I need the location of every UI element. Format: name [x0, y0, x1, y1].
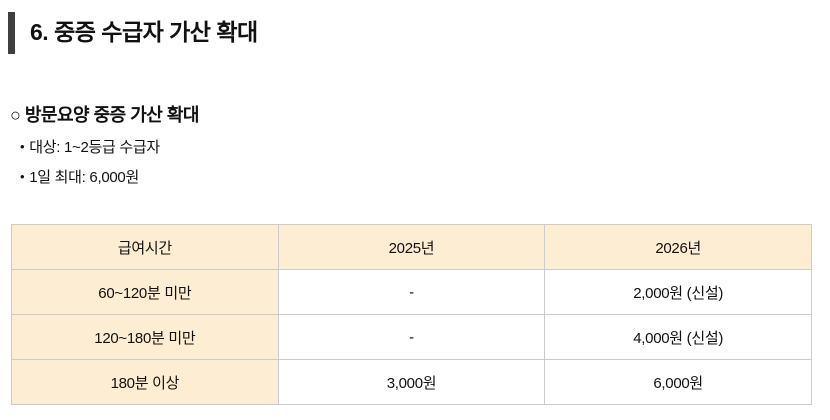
col-header-2026: 2026년: [544, 224, 812, 270]
table-row: 120~180분 미만 - 4,000원 (신설): [11, 314, 812, 360]
bullet-list: • 대상: 1~2등급 수급자 • 1일 최대: 6,000원: [0, 139, 830, 189]
row-label: 120~180분 미만: [11, 314, 279, 360]
benefit-table: 급여시간 2025년 2026년 60~120분 미만 - 2,000원 (신설…: [11, 224, 812, 405]
col-header-2025: 2025년: [277, 224, 546, 270]
col-header-time: 급여시간: [11, 224, 279, 270]
content-section: ○ 방문요양 중증 가산 확대 • 대상: 1~2등급 수급자 • 1일 최대: 6…: [0, 104, 830, 188]
page-header: 6. 중증 수급자 가산 확대: [8, 0, 830, 54]
section-heading: ○ 방문요양 중증 가산 확대: [10, 105, 199, 125]
table-header-row: 급여시간 2025년 2026년: [11, 224, 812, 270]
bullet-text: 1일 최대: 6,000원: [29, 169, 139, 187]
benefit-table-header: 급여시간 2025년 2026년: [11, 224, 812, 270]
table-row: 60~120분 미만 - 2,000원 (신설): [11, 269, 812, 315]
cell-2026: 2,000원 (신설): [544, 269, 812, 315]
benefit-table-body: 60~120분 미만 - 2,000원 (신설) 120~180분 미만 - 4…: [11, 269, 812, 405]
title-accent-bar: [8, 12, 15, 54]
page-title: 6. 중증 수급자 가산 확대: [30, 19, 258, 46]
table-row: 180분 이상 3,000원 6,000원: [11, 359, 812, 405]
row-label: 180분 이상: [11, 359, 279, 405]
row-label: 60~120분 미만: [11, 269, 279, 315]
cell-2025: -: [277, 314, 546, 360]
bullet-item: • 대상: 1~2등급 수급자: [20, 139, 830, 158]
bullet-item: • 1일 최대: 6,000원: [20, 169, 830, 188]
bullet-marker: •: [20, 169, 25, 185]
cell-2026: 6,000원: [544, 359, 812, 405]
cell-2025: 3,000원: [277, 359, 546, 405]
bullet-text: 대상: 1~2등급 수급자: [29, 138, 160, 156]
cell-2025: -: [277, 269, 546, 315]
cell-2026: 4,000원 (신설): [544, 314, 812, 360]
bullet-marker: •: [20, 138, 25, 154]
